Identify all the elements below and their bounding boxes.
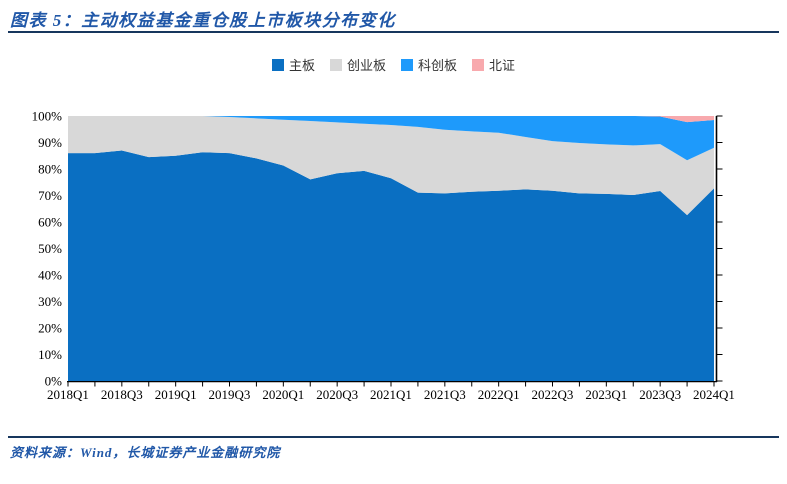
y-tick-label: 100% [32,109,63,124]
legend-swatch-创业板 [329,58,342,71]
y-tick-label: 80% [38,162,62,177]
y-tick-label: 60% [38,215,62,230]
x-tick-label: 2023Q1 [585,387,627,402]
x-tick-label: 2019Q3 [209,387,251,402]
legend-item-科创板: 科创板 [401,55,457,74]
page-title: 图表 5：主动权益基金重仓股上市板块分布变化 [10,11,396,30]
x-tick-label: 2022Q1 [478,387,520,402]
x-tick-label: 2022Q3 [532,387,574,402]
title-divider [8,31,779,33]
y-tick-label: 30% [38,294,62,309]
y-tick-label: 20% [38,321,62,336]
source-note: 资料来源：Wind，长城证券产业金融研究院 [10,445,281,460]
y-tick-label: 10% [38,347,62,362]
x-tick-label: 2020Q3 [316,387,358,402]
legend-swatch-科创板 [401,58,413,71]
x-tick-label: 2023Q3 [639,387,681,402]
x-tick-label: 2021Q3 [424,387,466,402]
legend-label-创业板: 创业板 [346,58,386,73]
x-tick-label: 2019Q1 [155,387,197,402]
legend-swatch-主板 [271,58,284,71]
x-tick-label: 2018Q1 [47,387,89,402]
legend-label-北证: 北证 [489,58,516,73]
x-tick-label: 2024Q1 [693,387,735,402]
x-tick-label: 2020Q1 [262,387,304,402]
legend-label-主板: 主板 [288,58,315,73]
y-tick-label: 40% [38,268,62,283]
x-tick-label: 2018Q3 [101,387,143,402]
x-tick-label: 2021Q1 [370,387,412,402]
y-tick-label: 0% [45,374,63,389]
area-创业板 [68,116,714,216]
y-tick-label: 50% [38,241,62,256]
legend-item-创业板: 创业板 [329,55,386,74]
y-tick-label: 70% [38,188,62,203]
legend: 主板 创业板 科创板 北证 [0,55,787,74]
legend-label-科创板: 科创板 [418,58,458,73]
y-tick-label: 90% [38,135,62,150]
legend-swatch-北证 [472,58,485,71]
legend-item-主板: 主板 [271,55,315,74]
area-科创板 [68,116,714,161]
footer-divider [8,436,779,438]
legend-item-北证: 北证 [472,55,515,74]
area-主板 [68,150,714,381]
